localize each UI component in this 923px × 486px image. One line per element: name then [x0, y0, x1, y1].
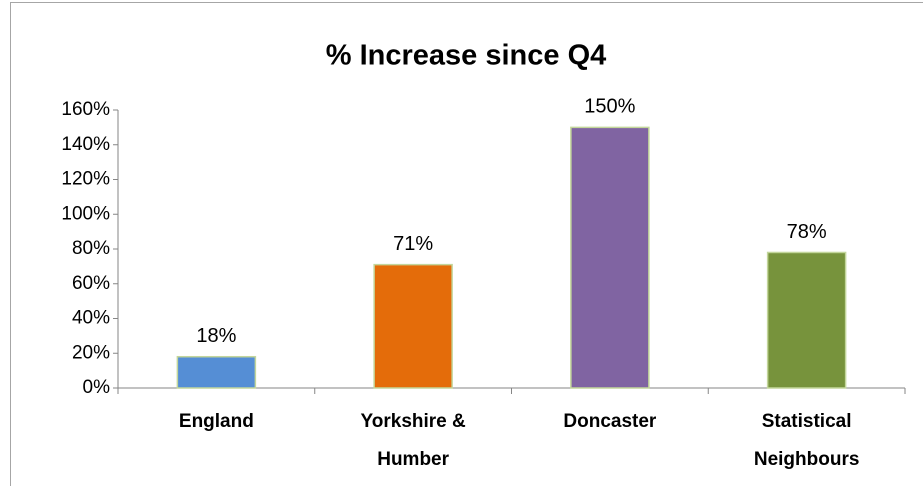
chart-border: [10, 2, 923, 486]
data-label: 18%: [196, 325, 236, 347]
data-label: 78%: [787, 221, 827, 243]
bar: [373, 263, 453, 389]
y-tick-label: 160%: [61, 99, 110, 120]
y-tick-label: 60%: [72, 273, 110, 294]
y-tick-label: 0%: [83, 377, 111, 398]
data-label: 71%: [393, 233, 433, 255]
y-tick-label: 120%: [61, 169, 110, 190]
chart-title: % Increase since Q4: [326, 40, 607, 72]
y-tick-label: 20%: [72, 342, 110, 363]
y-tick-label: 40%: [72, 308, 110, 329]
bar: [176, 355, 257, 389]
bar: [570, 126, 650, 389]
y-tick-label: 140%: [61, 134, 110, 155]
x-tick-label: England: [178, 411, 254, 432]
x-tick-label: Yorkshire & Humber: [360, 411, 466, 470]
data-label: 150%: [584, 96, 635, 118]
y-tick-label: 100%: [61, 203, 110, 224]
bar: [766, 251, 847, 389]
x-tick-label: Doncaster: [563, 411, 657, 432]
y-tick-label: 80%: [72, 238, 110, 259]
x-tick-label: Statistical Neighbours: [753, 411, 860, 470]
